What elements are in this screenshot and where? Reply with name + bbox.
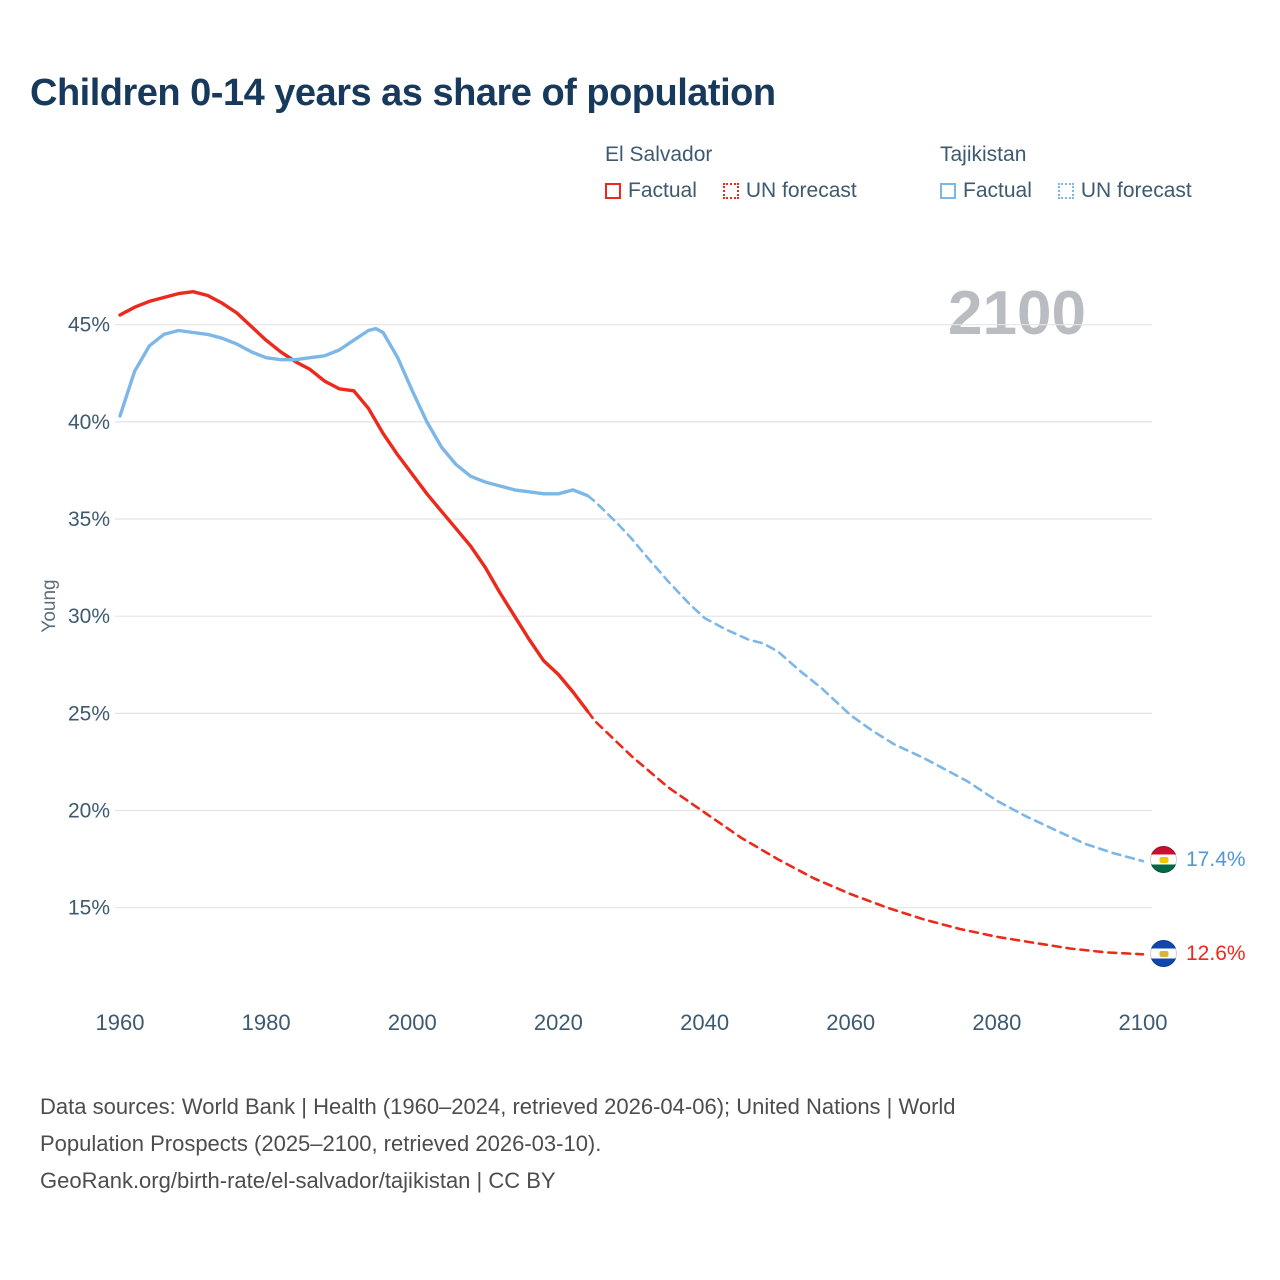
legend-item-el-salvador-forecast[interactable]: UN forecast — [722, 179, 857, 203]
el-salvador-end-label: 12.6% — [1150, 940, 1246, 967]
legend-item-tajikistan-factual[interactable]: Factual — [940, 179, 1032, 203]
tajikistan-end-label: 17.4% — [1150, 846, 1246, 873]
el-salvador-flag-icon — [1150, 940, 1177, 967]
y-tick-label: 20% — [68, 800, 110, 823]
data-sources-line: Population Prospects (2025–2100, retriev… — [40, 1131, 602, 1156]
year-watermark: 2100 — [948, 279, 1086, 348]
legend-item-el-salvador-factual[interactable]: Factual — [605, 179, 697, 203]
legend-item-label: UN forecast — [1080, 179, 1192, 202]
solid-line-swatch-icon — [940, 183, 956, 199]
x-tick-label: 2100 — [1119, 1010, 1168, 1035]
legend-item-label: UN forecast — [745, 179, 857, 202]
flag-emblem — [1159, 856, 1168, 863]
y-tick-label: 30% — [68, 605, 110, 628]
footer: Data sources: World Bank | Health (1960–… — [40, 1088, 956, 1199]
y-tick-label: 40% — [68, 411, 110, 434]
x-tick-label: 1980 — [242, 1010, 291, 1035]
x-tick-label: 2000 — [388, 1010, 437, 1035]
y-tick-label: 35% — [68, 508, 110, 531]
y-tick-label: 25% — [68, 702, 110, 725]
solid-line-swatch-icon — [605, 183, 621, 199]
legend-group-label: Tajikistan — [940, 143, 1027, 166]
flag-emblem — [1159, 950, 1168, 957]
chart-title: Children 0-14 years as share of populati… — [30, 72, 776, 114]
dotted-line-swatch-icon — [1057, 183, 1074, 199]
y-tick-label: 45% — [68, 314, 110, 337]
tajikistan-flag-icon — [1150, 846, 1177, 873]
attribution-line: GeoRank.org/birth-rate/el-salvador/tajik… — [40, 1168, 556, 1193]
tajikistan-end-value: 17.4% — [1186, 847, 1246, 871]
chart: 15% 20% 25% 30% 35% 40% 45% 1960 1980 2000 2020 204… — [68, 290, 1168, 1035]
x-tick-label: 2060 — [826, 1010, 875, 1035]
el-salvador-end-value: 12.6% — [1186, 941, 1246, 965]
x-tick-label: 2040 — [680, 1010, 729, 1035]
y-axis-label: Young — [39, 579, 60, 633]
legend-group-tajikistan: Tajikistan Factual UN forecast — [940, 143, 1192, 203]
series-tajikistan-forecast — [586, 494, 1145, 863]
legend-item-label: Factual — [963, 179, 1032, 202]
x-tick-label: 2080 — [972, 1010, 1021, 1035]
series-el-salvador-factual — [118, 290, 590, 714]
legend: El Salvador Factual UN forecast Tajikist… — [0, 143, 1280, 223]
series-tajikistan-factual — [118, 326, 590, 498]
legend-item-tajikistan-forecast[interactable]: UN forecast — [1057, 179, 1192, 203]
x-tick-label: 2020 — [534, 1010, 583, 1035]
legend-item-label: Factual — [628, 179, 697, 202]
legend-group-el-salvador: El Salvador Factual UN forecast — [605, 143, 857, 203]
y-tick-label: 15% — [68, 897, 110, 920]
series-el-salvador-forecast — [586, 710, 1145, 956]
legend-group-label: El Salvador — [605, 143, 713, 166]
dotted-line-swatch-icon — [722, 183, 739, 199]
data-sources-line: Data sources: World Bank | Health (1960–… — [40, 1094, 956, 1119]
x-tick-label: 1960 — [96, 1010, 145, 1035]
